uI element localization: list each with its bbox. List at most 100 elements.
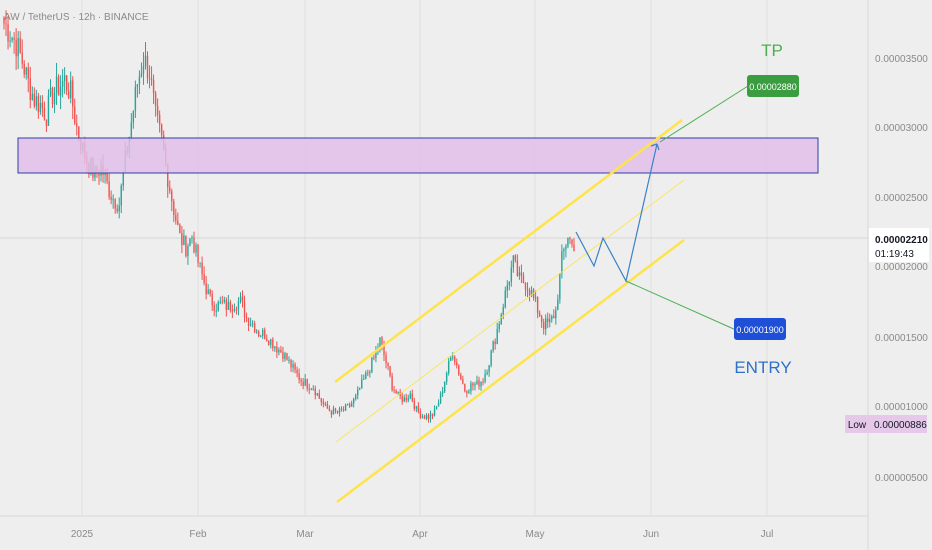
candle-down — [456, 362, 458, 366]
candle-up — [363, 378, 365, 380]
candle-up — [274, 346, 276, 349]
candle-down — [528, 290, 531, 296]
candle-up — [551, 316, 553, 320]
candle-down — [385, 355, 387, 364]
candle-up — [350, 403, 353, 407]
time-tick-label: 2025 — [71, 529, 94, 540]
candle-up — [445, 372, 448, 382]
time-tick-label: Apr — [412, 529, 428, 540]
candle-up — [47, 95, 50, 126]
candle-down — [179, 224, 181, 234]
ascending-channel[interactable] — [334, 119, 685, 503]
candle-down — [205, 282, 207, 295]
time-axis[interactable]: 2025 Feb Mar Apr May Jun Jul — [71, 529, 774, 540]
candle-up — [504, 290, 506, 308]
candle-down — [330, 410, 333, 415]
candle-up — [439, 393, 442, 403]
price-tick-label: 0.00003000 — [875, 123, 928, 134]
candle-up — [549, 319, 551, 323]
candle-up — [227, 302, 230, 310]
channel-lower-line[interactable] — [336, 239, 685, 503]
candle-down — [116, 208, 118, 212]
candle-up — [534, 297, 537, 299]
candle-down — [201, 262, 203, 275]
candle-up — [474, 384, 476, 386]
candle-down — [411, 393, 413, 401]
candle-up — [207, 289, 209, 295]
candle-up — [136, 84, 139, 87]
candle-up — [369, 372, 371, 374]
candle-up — [199, 262, 201, 264]
candle-up — [118, 205, 120, 212]
channel-upper-line[interactable] — [334, 119, 683, 383]
candle-up — [480, 381, 482, 387]
candle-down — [19, 37, 21, 53]
candle-down — [27, 67, 29, 79]
candle-up — [25, 67, 27, 75]
candle-down — [522, 275, 525, 283]
candle-down — [264, 329, 266, 339]
candle-down — [320, 398, 323, 403]
candle-up — [132, 110, 135, 123]
candle-up — [561, 251, 563, 274]
candle-down — [367, 372, 369, 374]
symbol-header: AW / TetherUS · 12h · BINANCE — [4, 12, 149, 23]
countdown-timer: 01:19:43 — [875, 249, 914, 260]
candle-up — [11, 37, 13, 41]
candle-down — [150, 78, 153, 80]
candle-up — [122, 172, 124, 186]
candle-down — [15, 39, 17, 57]
candle-down — [348, 404, 351, 407]
candle-up — [262, 329, 264, 336]
candle-up — [492, 341, 494, 351]
candle-down — [156, 106, 159, 115]
candle-down — [542, 322, 545, 330]
candle-up — [223, 299, 226, 302]
candle-up — [379, 337, 381, 349]
candle-up — [237, 301, 240, 310]
candle-up — [215, 310, 217, 312]
candle-down — [472, 383, 474, 386]
candle-down — [235, 309, 238, 311]
candle-up — [407, 398, 409, 401]
candle-down — [72, 80, 74, 107]
entry-price-box[interactable] — [734, 318, 786, 340]
candle-up — [344, 404, 347, 411]
projected-path[interactable] — [575, 143, 658, 283]
candle-down — [106, 173, 108, 182]
price-tick-label: 0.00001500 — [875, 333, 928, 344]
resistance-zone[interactable] — [17, 137, 819, 174]
time-tick-label: Jun — [643, 529, 659, 540]
candle-down — [401, 395, 403, 402]
candle-down — [286, 353, 288, 360]
tp-price-value: 0.00002880 — [749, 82, 797, 92]
candle-up — [270, 339, 272, 345]
candle-down — [229, 302, 232, 311]
candle-down — [245, 317, 248, 319]
candle-down — [482, 381, 484, 383]
candle-down — [458, 365, 460, 375]
channel-middle-line[interactable] — [335, 179, 685, 443]
candle-down — [326, 403, 329, 409]
candle-up — [437, 402, 440, 407]
candle-up — [316, 393, 318, 396]
low-price-tag — [869, 415, 927, 433]
candle-up — [371, 357, 373, 373]
tp-price-box[interactable] — [747, 75, 799, 97]
candle-up — [361, 379, 363, 389]
candle-down — [514, 255, 517, 261]
candle-down — [185, 235, 187, 257]
time-tick-label: Mar — [296, 529, 314, 540]
last-price-value: 0.00002210 — [875, 235, 928, 246]
candle-up — [484, 374, 486, 382]
candle-down — [203, 274, 205, 283]
candle-up — [443, 381, 446, 392]
price-axis[interactable]: 0.00003500 0.00003000 0.00002500 0.00002… — [875, 54, 928, 484]
candle-up — [104, 173, 106, 176]
candle-down — [181, 233, 183, 246]
candle-down — [154, 93, 157, 107]
candle-down — [322, 402, 325, 404]
candle-down — [43, 108, 46, 120]
candle-up — [142, 66, 145, 74]
